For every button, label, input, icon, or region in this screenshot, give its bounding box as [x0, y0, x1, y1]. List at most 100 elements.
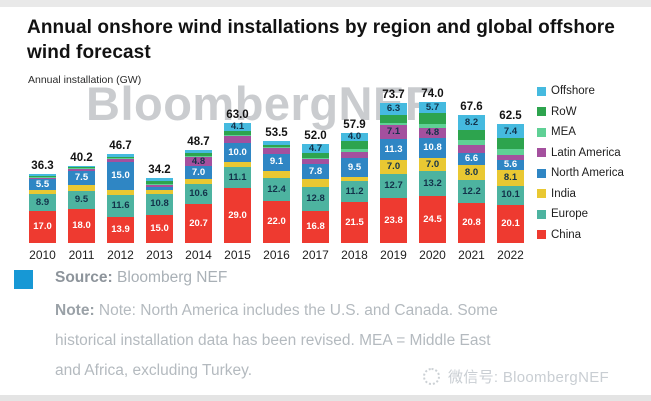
legend-label: Latin America	[551, 146, 621, 159]
segment-value-label: 7.5	[74, 172, 89, 184]
legend-swatch-icon	[537, 86, 546, 96]
segment-row	[224, 130, 251, 136]
legend-label: RoW	[551, 105, 577, 118]
segment-india	[29, 189, 56, 194]
segment-europe: 10.1	[497, 185, 524, 205]
segment-north-america	[146, 187, 173, 191]
segment-value-label: 18.0	[72, 220, 91, 232]
segment-value-label: 4.8	[191, 155, 206, 167]
bar-group-2012: 46.7 15.0 11.6 13.9 2012	[107, 140, 134, 262]
segment-china: 20.1	[497, 204, 524, 243]
segment-latin-america	[68, 169, 95, 172]
segment-north-america: 7.0	[185, 165, 212, 180]
x-axis-tick-label: 2013	[146, 248, 173, 262]
bar-stack: 5.5 8.9 17.0	[29, 173, 56, 243]
segment-latin-america	[224, 136, 251, 143]
segment-value-label: 13.2	[423, 178, 442, 190]
legend-swatch-icon	[537, 209, 546, 219]
segment-row	[185, 153, 212, 156]
segment-value-label: 11.3	[384, 143, 403, 155]
segment-mea	[107, 158, 134, 160]
segment-europe: 12.8	[302, 186, 329, 212]
segment-value-label: 13.9	[111, 224, 130, 236]
legend-label: Offshore	[551, 85, 595, 97]
segment-latin-america: 7.1	[380, 125, 407, 139]
segment-mea	[29, 177, 56, 179]
segment-offshore: 8.2	[458, 114, 485, 131]
bar-group-2015: 63.0 4.1 10.0 11.1 29.0 2015	[224, 109, 251, 262]
segment-value-label: 11.1	[228, 171, 247, 183]
bar-total-label: 34.2	[148, 163, 171, 176]
segment-value-label: 6.6	[464, 153, 479, 165]
segment-offshore	[263, 140, 290, 146]
segment-north-america: 5.5	[29, 179, 56, 190]
bar-stack: 7.5 9.5 18.0	[68, 166, 95, 243]
segment-europe: 12.4	[263, 177, 290, 202]
segment-china: 20.8	[458, 203, 485, 243]
bar-group-2010: 36.3 5.5 8.9 17.0 2010	[29, 160, 56, 262]
segment-value-label: 7.8	[308, 165, 323, 177]
segment-india	[224, 161, 251, 167]
segment-row	[29, 175, 56, 178]
top-border-strip	[0, 0, 651, 7]
segment-europe: 10.8	[146, 193, 173, 215]
segment-value-label: 6.3	[386, 103, 401, 115]
segment-value-label: 8.1	[503, 172, 518, 184]
segment-value-label: 12.8	[306, 193, 325, 205]
bottom-border-strip	[0, 395, 651, 401]
source-label: Source:	[55, 269, 113, 286]
segment-india	[146, 190, 173, 194]
segment-india	[107, 190, 134, 195]
x-axis-tick-label: 2020	[419, 248, 446, 262]
bar-total-label: 63.0	[226, 108, 249, 121]
segment-value-label: 10.8	[423, 142, 442, 154]
segment-value-label: 22.0	[267, 216, 286, 228]
segment-mea	[68, 168, 95, 170]
segment-value-label: 8.2	[464, 116, 479, 128]
segment-europe: 11.6	[107, 194, 134, 217]
bar-group-2022: 62.5 7.4 5.6 8.1 10.1 20.1 2022	[497, 110, 524, 262]
x-axis-tick-label: 2016	[263, 248, 290, 262]
segment-offshore: 4.1	[224, 122, 251, 131]
segment-india	[185, 179, 212, 184]
bar-stack: 5.7 4.8 10.8 7.0 13.2 24.5	[419, 102, 446, 243]
bar-group-2019: 73.7 6.3 7.1 11.3 7.0 12.7 23.8 2019	[380, 89, 407, 262]
bar-stack: 7.4 5.6 8.1 10.1 20.1	[497, 124, 524, 243]
legend-label: North America	[551, 167, 624, 179]
legend-item-india: India	[537, 188, 624, 200]
segment-row	[68, 167, 95, 169]
segment-value-label: 4.0	[347, 131, 362, 143]
bar-group-2011: 40.2 7.5 9.5 18.0 2011	[68, 152, 95, 262]
x-axis-tick-label: 2019	[380, 248, 407, 262]
bar-total-label: 57.9	[343, 119, 366, 132]
segment-value-label: 12.4	[267, 183, 286, 195]
segment-china: 23.8	[380, 197, 407, 243]
segment-value-label: 4.7	[308, 142, 323, 154]
note-line: Note: Note: North America includes the U…	[55, 296, 510, 387]
segment-india	[341, 176, 368, 181]
legend-label: MEA	[551, 126, 576, 138]
segment-mea	[419, 123, 446, 129]
segment-mea	[341, 149, 368, 152]
segment-row	[263, 145, 290, 148]
legend-label: India	[551, 187, 576, 200]
segment-value-label: 20.7	[189, 217, 208, 229]
segment-value-label: 21.5	[345, 216, 364, 228]
segment-china: 17.0	[29, 210, 56, 243]
segment-value-label: 9.5	[74, 194, 89, 206]
legend-item-mea: MEA	[537, 126, 624, 138]
source-line: Source: Bloomberg NEF	[55, 269, 510, 287]
segment-europe: 9.5	[68, 190, 95, 209]
legend-swatch-icon	[537, 168, 546, 178]
segment-mea	[302, 158, 329, 160]
x-axis-tick-label: 2012	[107, 248, 134, 262]
segment-value-label: 11.6	[111, 199, 130, 211]
segment-europe: 12.2	[458, 180, 485, 204]
segment-offshore	[146, 177, 173, 181]
segment-value-label: 4.8	[425, 127, 440, 139]
segment-mea	[185, 155, 212, 157]
bar-stack: 15.0 11.6 13.9	[107, 153, 134, 243]
segment-india: 7.0	[419, 158, 446, 172]
segment-north-america: 6.6	[458, 152, 485, 166]
